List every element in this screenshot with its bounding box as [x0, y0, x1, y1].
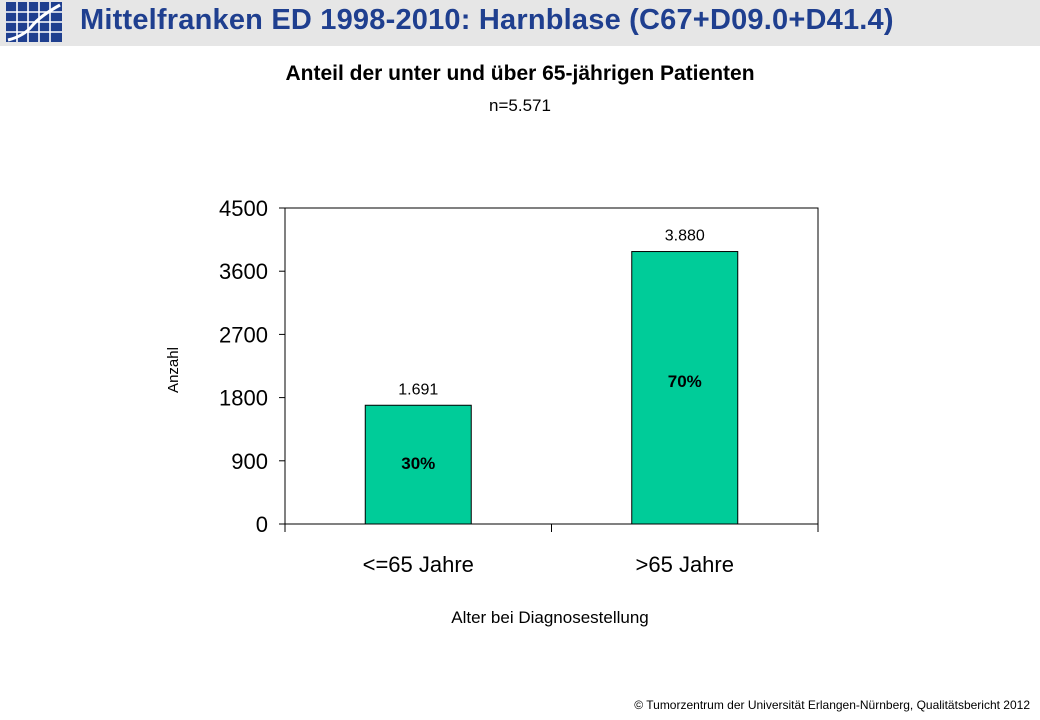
y-tick-label: 3600	[219, 259, 268, 284]
y-axis-label: Anzahl	[165, 347, 182, 393]
chart-subtitle: n=5.571	[489, 96, 551, 115]
chart-title: Anteil der unter und über 65-jährigen Pa…	[285, 62, 755, 85]
y-tick-label: 2700	[219, 322, 268, 347]
survival-curve-grid-logo	[6, 2, 62, 42]
x-tick-label: <=65 Jahre	[363, 552, 474, 577]
x-axis: <=65 Jahre >65 Jahre	[284, 524, 819, 577]
percent-label: 30%	[401, 454, 435, 473]
y-tick-label: 1800	[219, 386, 268, 411]
y-tick-label: 0	[256, 512, 268, 537]
percent-label: 70%	[668, 372, 702, 391]
y-tick-label: 900	[231, 449, 268, 474]
bar	[631, 251, 739, 525]
bars: 1.691 30% 3.880 70%	[364, 228, 739, 525]
y-tick-label: 4500	[219, 196, 268, 221]
page-title: Mittelfranken ED 1998-2010: Harnblase (C…	[80, 4, 894, 36]
header-bar: Mittelfranken ED 1998-2010: Harnblase (C…	[0, 0, 1040, 46]
data-label: 1.691	[398, 381, 438, 398]
x-axis-label: Alter bei Diagnosestellung	[451, 608, 649, 627]
data-label: 3.880	[665, 228, 705, 245]
bar	[364, 404, 472, 525]
copyright-footer: © Tumorzentrum der Universität Erlangen-…	[634, 698, 1030, 712]
x-tick-label: >65 Jahre	[636, 552, 734, 577]
